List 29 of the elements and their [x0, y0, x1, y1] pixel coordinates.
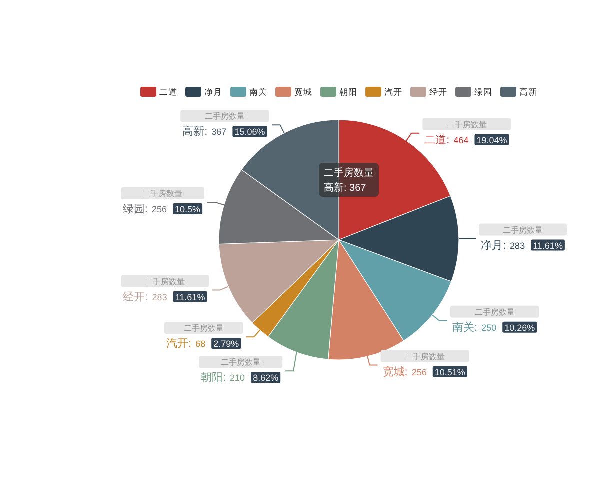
- legend-label: 宽城: [294, 87, 312, 97]
- data-label: 绿园: 256 10.5%: [122, 204, 201, 216]
- slice-label: 二手房数量: [405, 352, 446, 362]
- data-label: 汽开: 68 2.79%: [166, 338, 240, 350]
- legend-label: 高新: [520, 87, 538, 97]
- data-label: 经开: 283 11.61% 二手房数量: [121, 275, 210, 304]
- data-label: 二道: 464 19.04% 二手房数量: [422, 118, 512, 146]
- data-label: 南关: 250 10.26%: [452, 320, 536, 334]
- data-label: 经开: 283 11.61%: [123, 291, 206, 304]
- data-label: 朝阳: 210 8.62% 二手房数量: [198, 356, 283, 384]
- data-label: 南关: 250 10.26% 二手房数量: [450, 306, 540, 334]
- legend-label: 南关: [250, 87, 268, 97]
- legend-label: 经开: [430, 87, 448, 97]
- data-label: 朝阳: 210 8.62%: [200, 371, 279, 384]
- legend-label: 净月: [204, 87, 222, 97]
- tooltip: 二手房数量 高新: 367: [319, 163, 379, 197]
- data-label: 净月: 283 11.61%: [480, 240, 563, 252]
- data-label: 汽开: 68 2.79% 二手房数量: [164, 322, 244, 350]
- data-label: 净月: 283 11.61% 二手房数量: [479, 224, 567, 252]
- legend-label: 二道: [160, 87, 178, 97]
- data-label: 宽城: 256 10.51% 二手房数量: [380, 350, 470, 378]
- legend-label: 汽开: [384, 87, 402, 97]
- data-label: 高新: 367 15.06%: [182, 125, 266, 138]
- legend-label: 朝阳: [340, 87, 358, 97]
- data-label: 高新: 367 15.06% 二手房数量: [180, 110, 270, 138]
- legend-label: 绿园: [474, 87, 492, 97]
- data-label: 宽城: 256 10.51%: [382, 365, 466, 378]
- data-label: 绿园: 256 10.5% 二手房数量: [120, 188, 205, 216]
- data-label: 二道: 464 19.04%: [424, 134, 508, 146]
